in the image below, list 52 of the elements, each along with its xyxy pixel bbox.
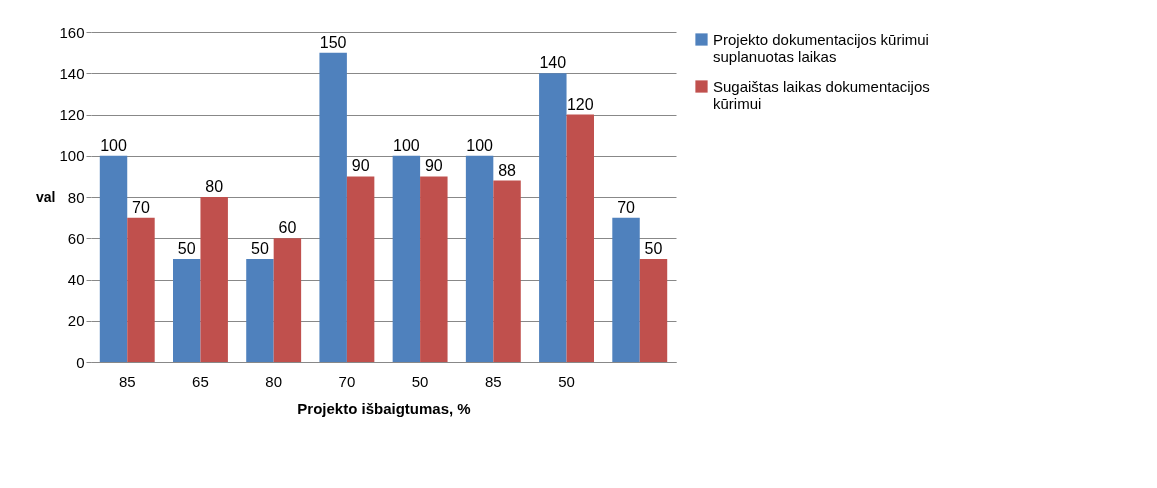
bar	[493, 180, 521, 362]
y-tick-label: 160	[59, 23, 85, 41]
data-label: 90	[351, 157, 370, 175]
x-tick-label: 50	[558, 372, 575, 390]
data-label: 70	[617, 198, 636, 216]
data-label: 150	[319, 33, 347, 51]
bar	[246, 258, 274, 362]
data-label: 100	[393, 136, 420, 154]
bar	[420, 176, 448, 362]
y-tick-label: 0	[76, 353, 85, 371]
bar	[99, 155, 128, 362]
data-label: 50	[177, 239, 196, 257]
y-tick-label: 100	[59, 147, 85, 165]
bar	[392, 155, 421, 362]
x-tick-label: 70	[338, 372, 356, 390]
y-tick-label: 80	[67, 188, 85, 206]
y-tick-label: 40	[67, 271, 85, 288]
x-tick-label: 65	[192, 372, 209, 390]
data-label: 100	[466, 136, 494, 154]
x-tick-label: 85	[484, 372, 502, 390]
x-tick-label: 80	[265, 372, 283, 390]
bar	[566, 114, 594, 362]
x-tick-label: 85	[118, 372, 136, 390]
data-label: 90	[424, 157, 443, 175]
legend-label: Sugaištas laikas dokumentacijos kūrimui	[713, 77, 930, 112]
data-label: 88	[498, 161, 517, 179]
legend-label: Projekto dokumentacijos kūrimui suplanuotas laikas	[713, 30, 929, 65]
bar	[173, 258, 201, 362]
x-tick-label: 50	[411, 372, 429, 390]
data-label: 140	[539, 54, 567, 72]
bar	[273, 238, 302, 362]
y-tick-label: 60	[67, 229, 85, 247]
x-axis-title: Projekto išbaigtumas, %	[297, 399, 471, 417]
data-label: 80	[205, 178, 224, 195]
y-axis-title: val	[36, 188, 56, 205]
bar	[465, 155, 494, 362]
bar	[612, 217, 640, 362]
data-label: 100	[100, 136, 127, 154]
y-tick-label: 20	[67, 312, 85, 330]
data-label: 50	[644, 239, 663, 257]
bar	[639, 258, 668, 362]
bar	[127, 217, 155, 362]
bar	[539, 73, 567, 362]
bar	[319, 52, 347, 362]
y-tick-label: 120	[59, 106, 85, 123]
data-label: 50	[251, 239, 269, 257]
data-label: 70	[132, 198, 150, 216]
y-tick-label: 140	[59, 64, 85, 82]
bar	[200, 197, 228, 362]
data-label: 60	[278, 219, 297, 237]
data-label: 120	[566, 95, 594, 113]
bar	[346, 176, 375, 362]
